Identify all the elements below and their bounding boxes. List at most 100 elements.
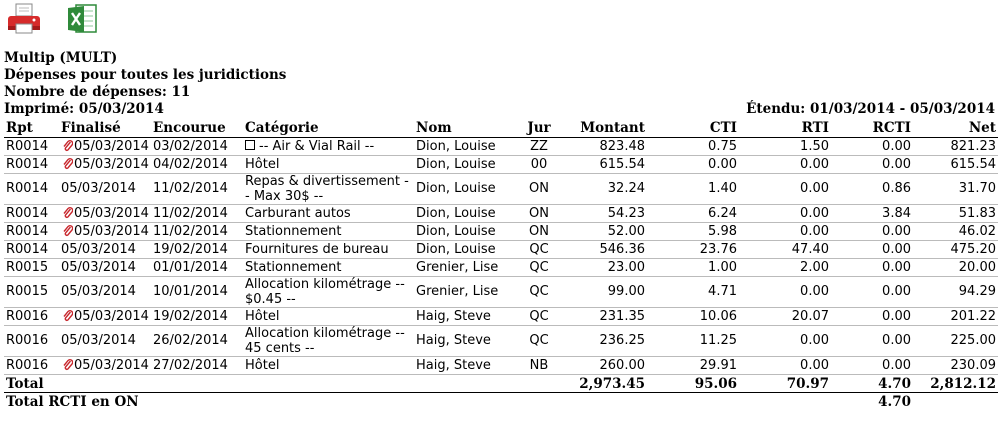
cell-finalise: 05/03/2014: [59, 240, 151, 259]
cell-net: 225.00: [913, 325, 998, 357]
cell-net: 51.83: [913, 204, 998, 223]
category-label: Repas & divertissement -- Max 30$ --: [245, 174, 409, 204]
print-button[interactable]: [8, 2, 42, 36]
col-header-net: Net: [913, 118, 998, 138]
finalized-date: 05/03/2014: [61, 241, 136, 257]
attachment-icon[interactable]: [62, 157, 73, 170]
attachment-icon[interactable]: [62, 358, 73, 371]
cell-jur: QC: [516, 240, 562, 259]
cell-cti: 10.06: [647, 307, 739, 326]
cell-encourue: 10/01/2014: [151, 276, 243, 308]
attachment-icon[interactable]: [62, 206, 73, 219]
cell-rcti: 0.00: [831, 325, 913, 357]
company-name: Multip (MULT): [4, 50, 118, 66]
table-row: R0014 05/03/2014 11/02/2014 Stationnement Di…: [4, 222, 998, 241]
cell-categorie: Repas & divertissement -- Max 30$ --: [243, 173, 414, 205]
cell-rcti: 3.84: [831, 204, 913, 223]
table-row: R0014 05/03/2014 11/02/2014 Repas & diverti…: [4, 173, 998, 205]
cell-categorie: Stationnement: [243, 222, 414, 241]
finalized-date: 05/03/2014: [74, 308, 149, 324]
attachment-icon[interactable]: [62, 224, 73, 237]
category-label: Allocation kilométrage -- 45 cents --: [245, 326, 405, 356]
cell-jur: 00: [516, 155, 562, 174]
cell-rti: 0.00: [739, 173, 831, 205]
cell-nom: Dion, Louise: [414, 204, 516, 223]
total-row: Total 2,973.45 95.06 70.97 4.70 2,812.12: [4, 374, 998, 393]
cell-net: 94.29: [913, 276, 998, 308]
cell-encourue: 01/01/2014: [151, 258, 243, 277]
cell-cti: 6.24: [647, 204, 739, 223]
cell-rpt: R0014: [4, 137, 59, 156]
cell-nom: Haig, Steve: [414, 325, 516, 357]
cell-categorie: Hôtel: [243, 356, 414, 375]
report-id[interactable]: R0014: [6, 205, 49, 221]
cell-montant: 52.00: [562, 222, 647, 241]
cell-nom: Dion, Louise: [414, 240, 516, 259]
cell-rti: 0.00: [739, 325, 831, 357]
report-id[interactable]: R0016: [6, 357, 49, 373]
cell-rti: 0.00: [739, 222, 831, 241]
cell-net: 46.02: [913, 222, 998, 241]
checkbox-icon[interactable]: [245, 139, 255, 150]
cell-encourue: 11/02/2014: [151, 222, 243, 241]
report-id[interactable]: R0014: [6, 156, 49, 172]
report-id[interactable]: R0014: [6, 223, 49, 239]
excel-icon: [68, 4, 97, 33]
table-body: R0014 05/03/2014 03/02/2014 -- Air & Vial R…: [4, 137, 998, 375]
cell-montant: 236.25: [562, 325, 647, 357]
total-label: Total: [4, 374, 59, 393]
col-header-rcti: RCTI: [831, 118, 913, 138]
total-rcti-on-row: Total RCTI en ON 4.70: [4, 393, 998, 411]
report-id[interactable]: R0014: [6, 181, 49, 196]
col-header-nom: Nom: [414, 118, 516, 138]
report-id[interactable]: R0016: [6, 308, 49, 324]
cell-cti: 1.40: [647, 173, 739, 205]
cell-rti: 0.00: [739, 356, 831, 375]
finalized-date: 05/03/2014: [74, 357, 149, 373]
category-label: Fournitures de bureau: [245, 241, 389, 257]
col-header-cti: CTI: [647, 118, 739, 138]
attachment-icon[interactable]: [62, 139, 73, 152]
report-id[interactable]: R0014: [6, 241, 49, 257]
cell-jur: QC: [516, 325, 562, 357]
report-id[interactable]: R0016: [6, 333, 49, 348]
finalized-date: 05/03/2014: [74, 156, 149, 172]
cell-jur: QC: [516, 276, 562, 308]
attachment-icon[interactable]: [62, 309, 73, 322]
cell-finalise: 05/03/2014: [59, 276, 151, 308]
col-header-rti: RTI: [739, 118, 831, 138]
cell-cti: 4.71: [647, 276, 739, 308]
category-label: Stationnement: [245, 223, 342, 239]
cell-net: 475.20: [913, 240, 998, 259]
cell-categorie: Hôtel: [243, 155, 414, 174]
cell-montant: 231.35: [562, 307, 647, 326]
table-row: R0016 05/03/2014 26/02/2014 Allocation kilo…: [4, 325, 998, 357]
report-id[interactable]: R0015: [6, 259, 49, 275]
cell-rti: 47.40: [739, 240, 831, 259]
finalized-date: 05/03/2014: [61, 181, 136, 196]
category-label: Stationnement: [245, 259, 342, 275]
cell-cti: 29.91: [647, 356, 739, 375]
cell-encourue: 27/02/2014: [151, 356, 243, 375]
cell-montant: 54.23: [562, 204, 647, 223]
cell-nom: Grenier, Lise: [414, 276, 516, 308]
cell-net: 201.22: [913, 307, 998, 326]
finalized-date: 05/03/2014: [61, 284, 136, 299]
table-header-row: Rpt Finalisé Encourue Catégorie Nom Jur …: [4, 118, 998, 138]
cell-montant: 99.00: [562, 276, 647, 308]
printer-icon: [8, 3, 40, 34]
total-net: 2,812.12: [913, 374, 998, 393]
cell-finalise: 05/03/2014: [59, 222, 151, 241]
table-row: R0016 05/03/2014 27/02/2014 Hôtel Haig, Stev…: [4, 356, 998, 375]
table-row: R0014 05/03/2014 11/02/2014 Carburant autos…: [4, 204, 998, 223]
total-rcti: 4.70: [831, 374, 913, 393]
cell-net: 230.09: [913, 356, 998, 375]
excel-export-button[interactable]: [66, 2, 100, 36]
cell-rcti: 0.00: [831, 356, 913, 375]
cell-rpt: R0016: [4, 356, 59, 375]
report-id[interactable]: R0014: [6, 138, 49, 154]
report-id[interactable]: R0015: [6, 284, 49, 299]
cell-jur: QC: [516, 258, 562, 277]
cell-rpt: R0014: [4, 173, 59, 205]
report-header: Multip (MULT) Dépenses pour toutes les j…: [4, 50, 995, 118]
